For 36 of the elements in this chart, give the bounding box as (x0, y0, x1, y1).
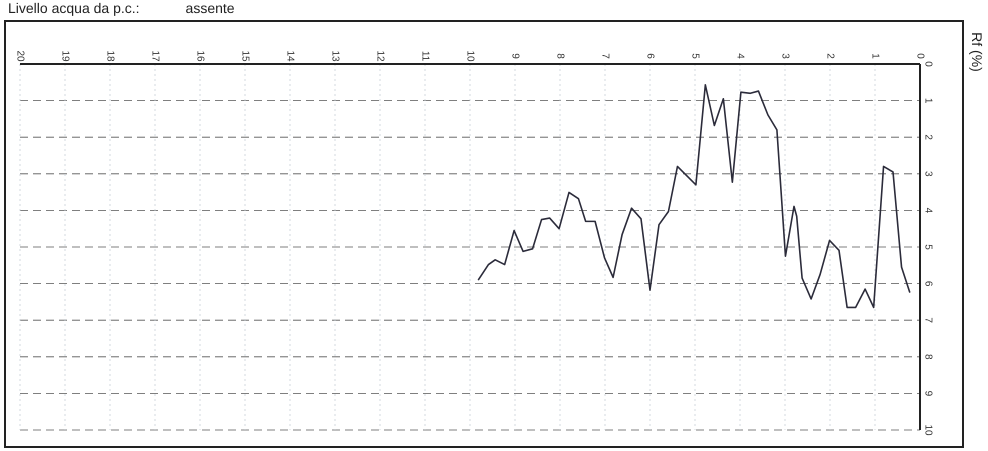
x-tick-label: 9 (510, 53, 520, 60)
x-tick-label: 18 (104, 50, 116, 62)
y-tick-label: 3 (922, 171, 934, 178)
y-axis-title: Rf (%) (969, 32, 986, 72)
x-tick-label: 20 (14, 50, 26, 62)
x-tick-label: 3 (780, 53, 790, 60)
y-tick-label: 0 (922, 61, 934, 68)
x-tick-label: 19 (60, 50, 70, 62)
y-tick-label: 10 (922, 424, 934, 436)
y-tick-label: 6 (922, 280, 934, 287)
x-tick-label: 11 (420, 50, 430, 62)
x-tick-label: 1 (870, 53, 880, 60)
x-tick-label: 13 (330, 50, 340, 62)
x-tick-label: 7 (600, 53, 610, 60)
y-tick-label: 2 (922, 134, 934, 140)
x-tick-label: 15 (240, 50, 250, 62)
x-tick-label: 14 (284, 50, 296, 62)
y-tick-label: 4 (922, 208, 934, 214)
x-tick-label: 4 (734, 53, 746, 60)
x-tick-label: 17 (150, 50, 160, 62)
x-tick-label: 6 (644, 53, 656, 60)
x-tick-label: 8 (554, 53, 566, 60)
chart-subtitle: assente (186, 0, 235, 16)
y-tick-label: 5 (922, 244, 934, 250)
line-series (478, 84, 910, 308)
y-tick-label: 8 (922, 354, 934, 360)
chart-title: Livello acqua da p.c.: (8, 0, 140, 16)
x-tick-label: 16 (194, 50, 206, 62)
y-tick-label: 1 (922, 98, 934, 104)
x-tick-label: 2 (824, 53, 836, 60)
y-tick-label: 9 (922, 390, 934, 397)
x-tick-label: 10 (464, 50, 476, 62)
x-tick-label: 5 (690, 53, 700, 60)
x-tick-label: 0 (914, 53, 926, 60)
y-tick-label: 7 (922, 317, 934, 324)
x-tick-label: 12 (374, 50, 386, 62)
